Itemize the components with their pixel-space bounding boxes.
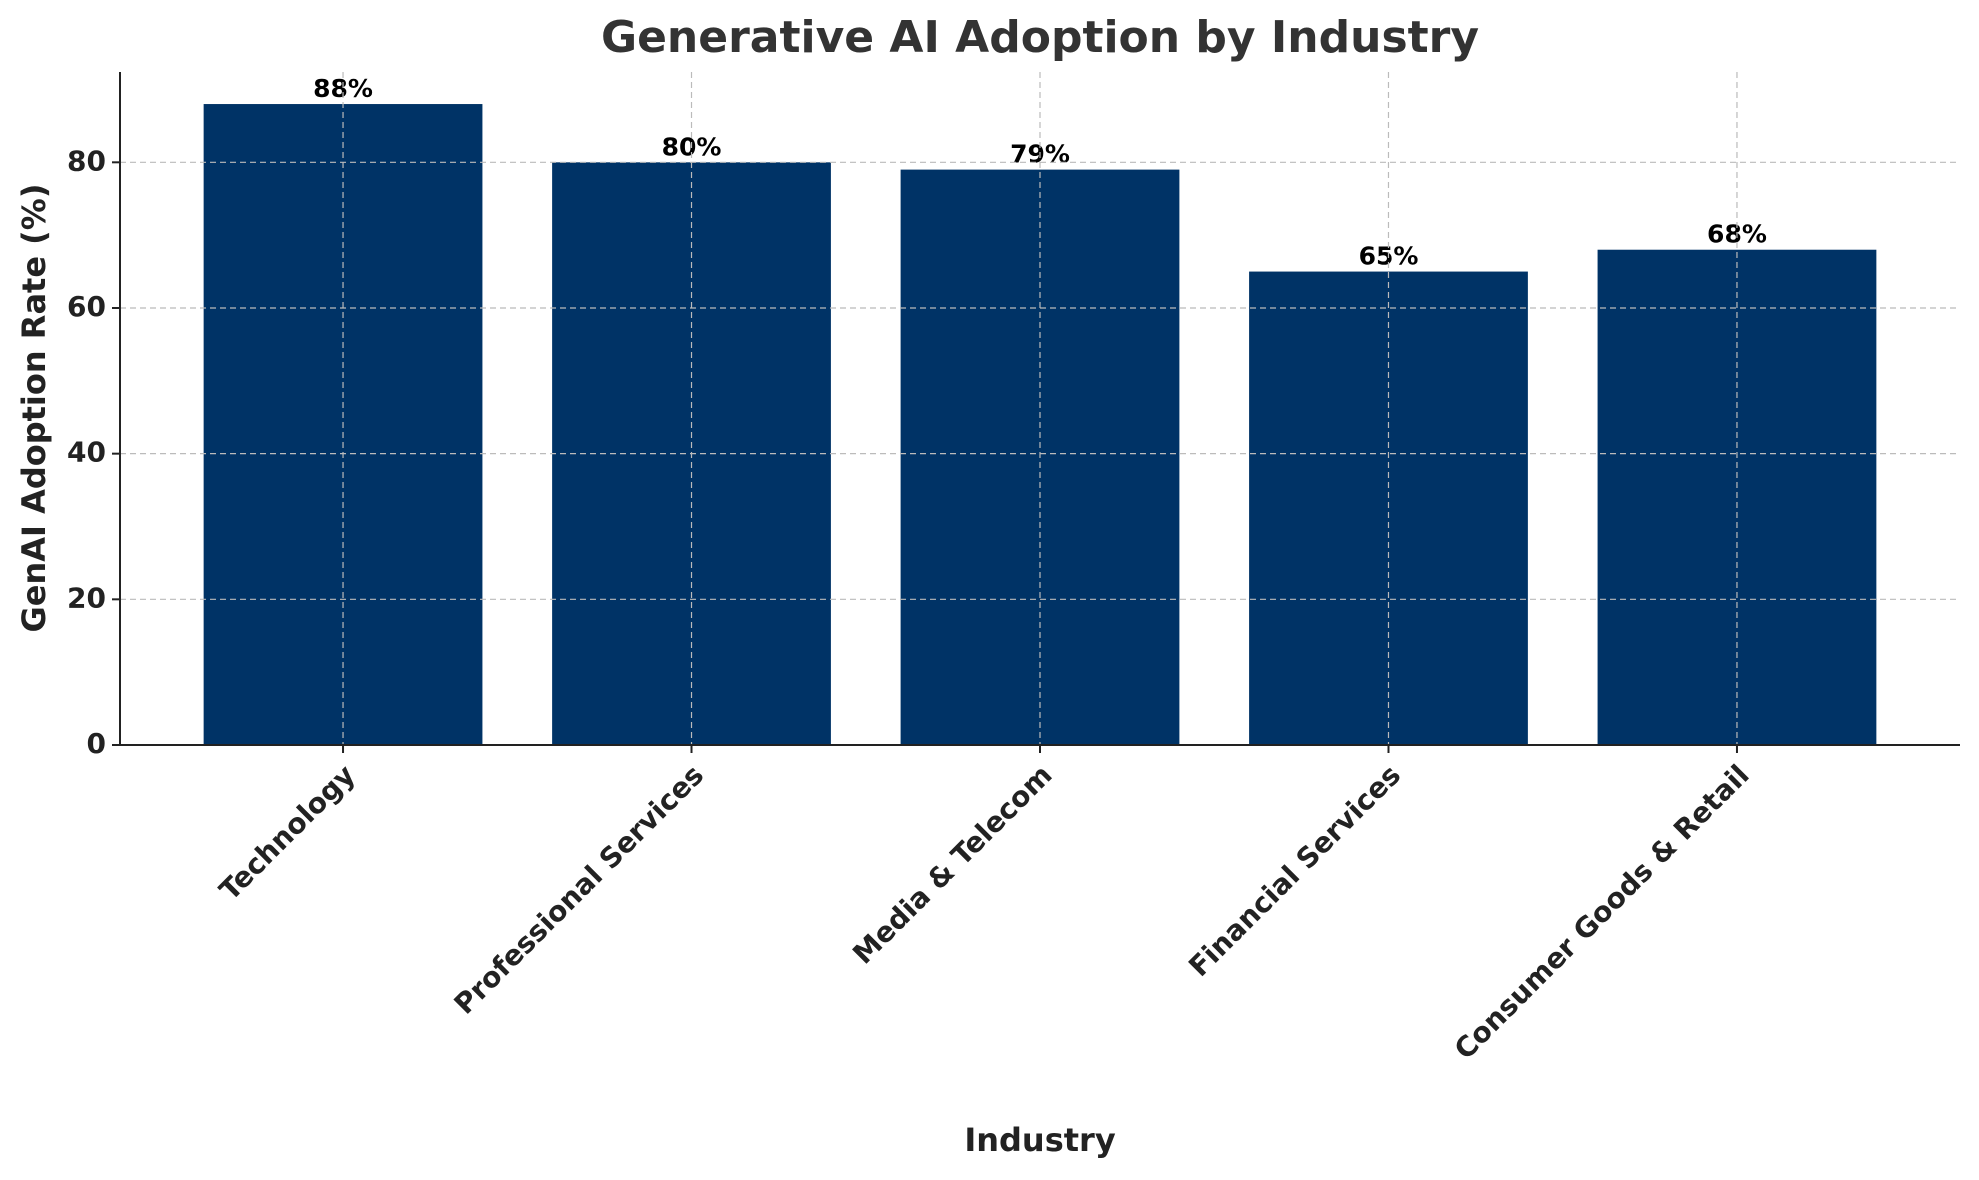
- y-tick-label: 60: [67, 290, 106, 323]
- y-tick-label: 80: [67, 144, 106, 177]
- x-tick-label: Technology: [213, 758, 362, 907]
- x-tick-label: Professional Services: [448, 758, 710, 1020]
- x-axis-label: Industry: [964, 1121, 1116, 1159]
- y-tick-label: 40: [67, 436, 106, 469]
- chart-title: Generative AI Adoption by Industry: [601, 12, 1479, 63]
- x-tick-label: Financial Services: [1182, 758, 1407, 983]
- y-tick-label: 20: [67, 581, 106, 614]
- y-tick-label: 0: [87, 727, 106, 760]
- x-tick-label: Consumer Goods & Retail: [1448, 758, 1756, 1066]
- value-label: 88%: [313, 74, 373, 103]
- y-axis-label: GenAI Adoption Rate (%): [15, 184, 53, 633]
- x-tick-label: Media & Telecom: [846, 758, 1058, 970]
